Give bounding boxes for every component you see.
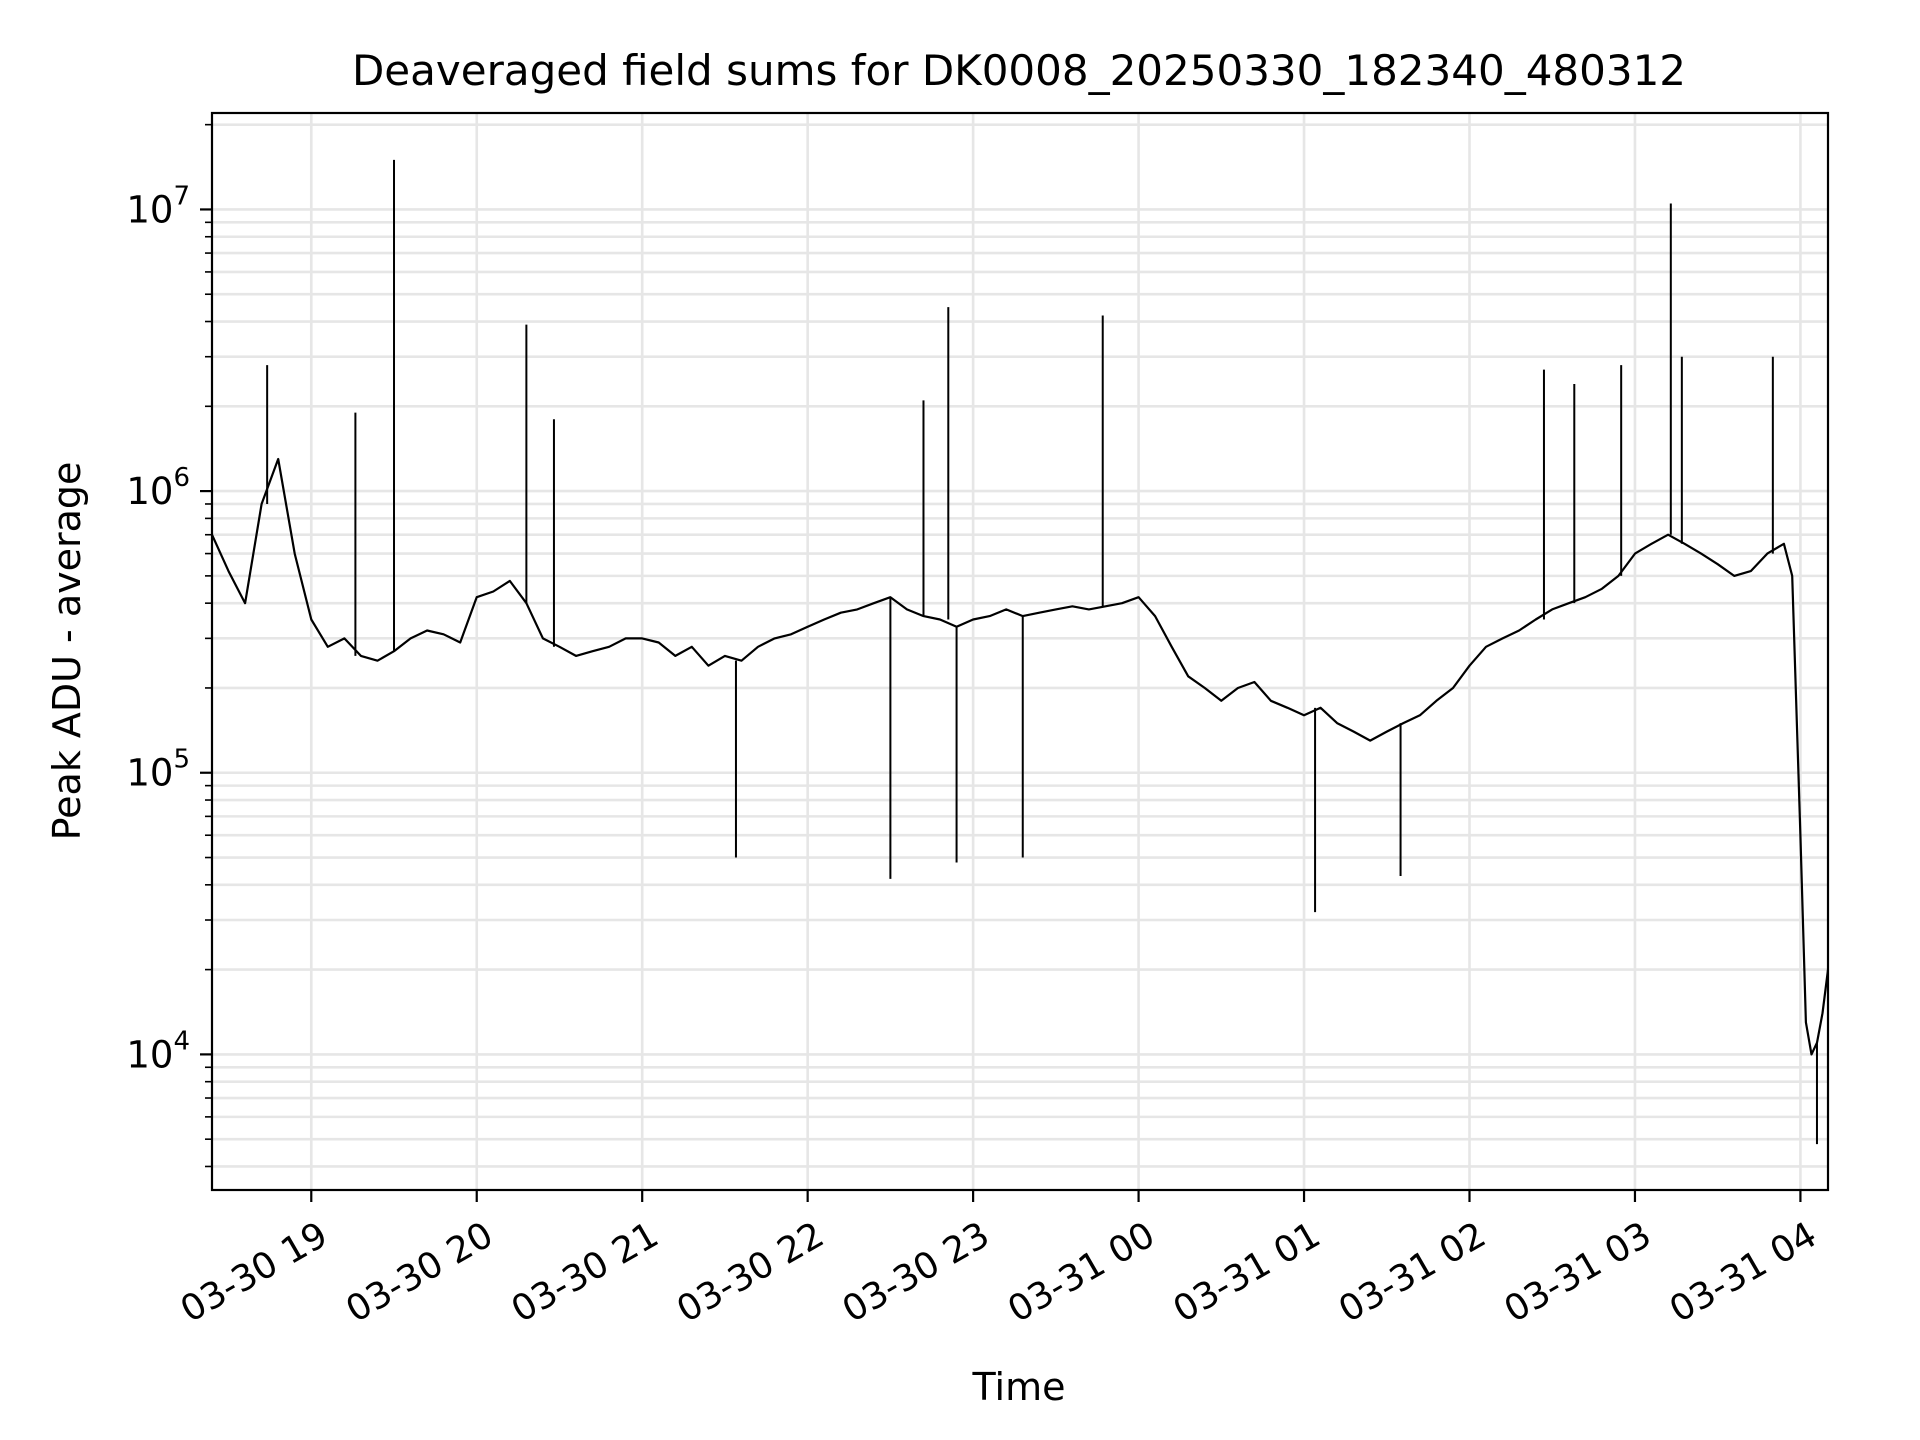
y-tick-label: 107 [126, 181, 190, 231]
grid-minor-lines [212, 123, 1828, 1168]
series-line [210, 457, 1830, 1056]
x-axis-label: Time [972, 1365, 1066, 1409]
y-tick-label: 104 [126, 1026, 190, 1076]
chart-title: Deaveraged field sums for DK0008_2025033… [352, 46, 1686, 95]
grid-major-lines [212, 113, 1828, 1190]
y-axis-ticks: 104 105 106 107 [126, 123, 212, 1168]
plot-frame [210, 111, 1830, 1192]
y-tick-label: 106 [126, 463, 190, 513]
series-layer [210, 159, 1830, 1145]
y-tick-label: 105 [126, 745, 190, 795]
y-axis-label: Peak ADU - average [45, 462, 89, 841]
